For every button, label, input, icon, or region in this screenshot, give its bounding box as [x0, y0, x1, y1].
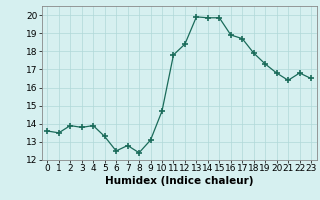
- X-axis label: Humidex (Indice chaleur): Humidex (Indice chaleur): [105, 176, 253, 186]
